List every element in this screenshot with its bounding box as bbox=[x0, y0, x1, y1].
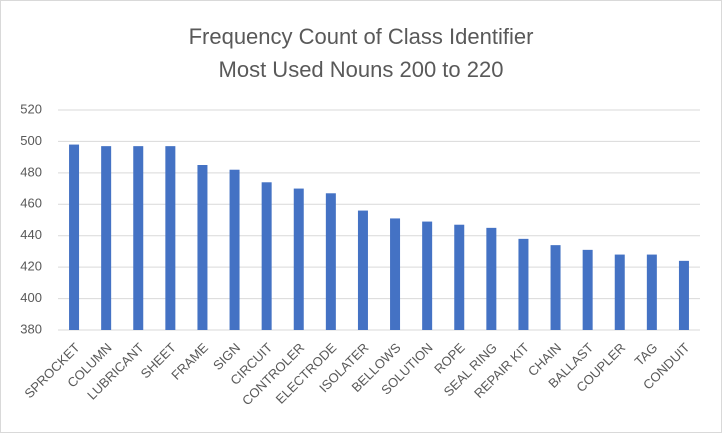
bar bbox=[261, 182, 272, 330]
bar bbox=[293, 188, 304, 330]
bar bbox=[69, 144, 80, 330]
bar bbox=[518, 238, 529, 330]
y-tick-label: 380 bbox=[20, 321, 42, 336]
y-tick-label: 500 bbox=[20, 133, 42, 148]
y-tick-label: 400 bbox=[20, 290, 42, 305]
bar bbox=[357, 210, 368, 330]
bar bbox=[101, 146, 112, 330]
bar bbox=[165, 146, 176, 330]
y-tick-label: 520 bbox=[20, 101, 42, 116]
bar bbox=[133, 146, 144, 330]
y-tick-label: 480 bbox=[20, 164, 42, 179]
chart-title: Frequency Count of Class Identifier bbox=[189, 24, 534, 49]
bar bbox=[678, 260, 689, 330]
y-tick-label: 440 bbox=[20, 227, 42, 242]
bar bbox=[390, 218, 401, 330]
bar bbox=[486, 227, 497, 330]
bar bbox=[550, 245, 561, 330]
y-tick-label: 420 bbox=[20, 259, 42, 274]
y-tick-label: 460 bbox=[20, 196, 42, 211]
bar bbox=[325, 193, 336, 330]
bar bbox=[646, 254, 657, 330]
bar bbox=[582, 249, 593, 330]
bar bbox=[197, 165, 208, 330]
bar bbox=[229, 169, 240, 330]
bar bbox=[614, 254, 625, 330]
chart-subtitle: Most Used Nouns 200 to 220 bbox=[219, 57, 504, 82]
bar bbox=[422, 221, 433, 330]
bar bbox=[454, 224, 465, 330]
